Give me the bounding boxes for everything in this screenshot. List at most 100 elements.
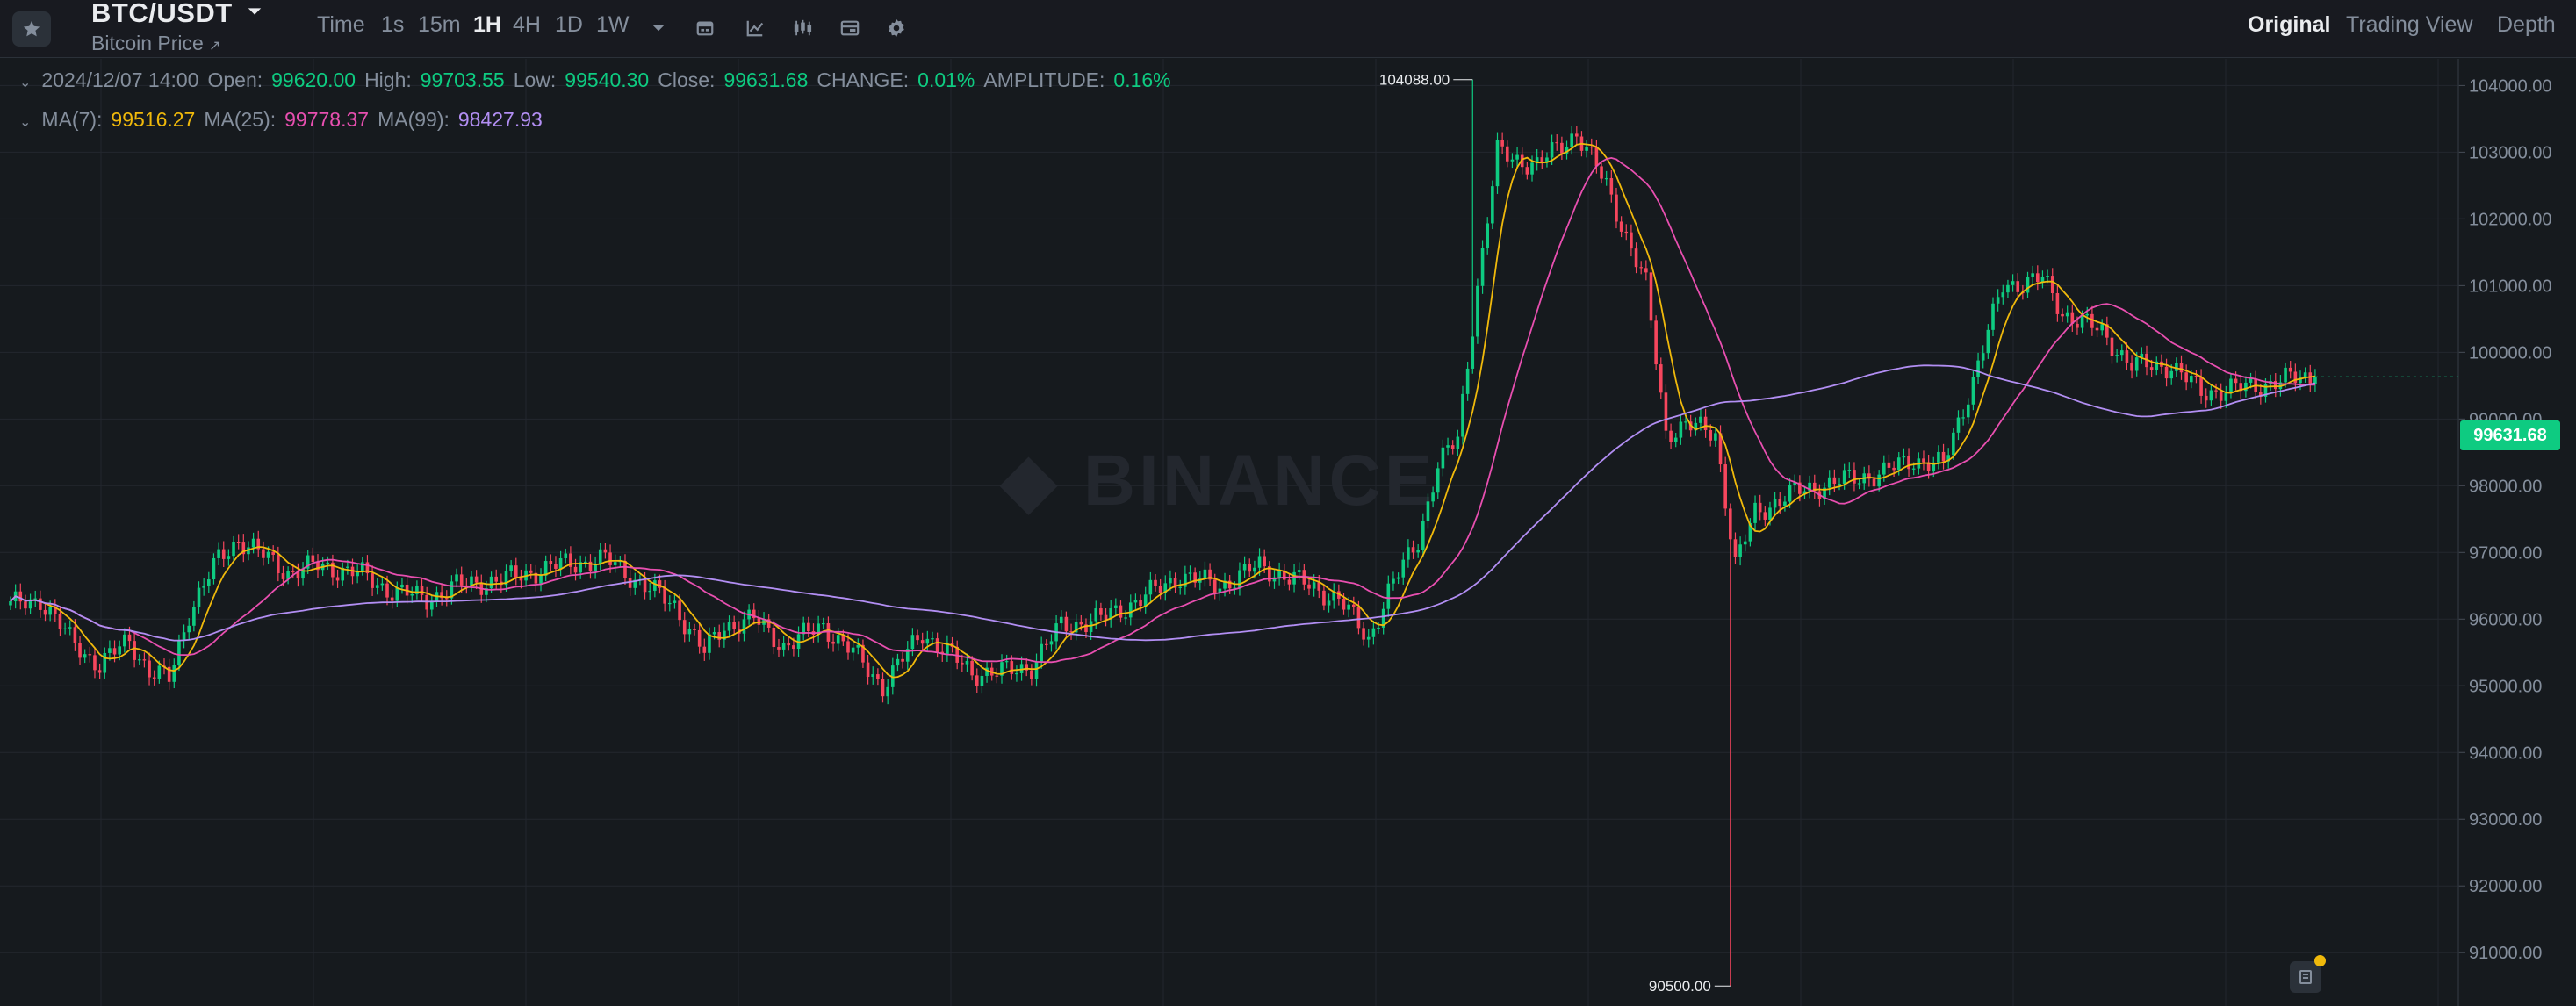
candle	[1476, 285, 1479, 337]
notification-dot	[2314, 955, 2326, 966]
candle	[573, 566, 578, 573]
candle	[876, 674, 880, 679]
candle	[1535, 157, 1539, 163]
timeframe-1w[interactable]: 1W	[596, 12, 630, 37]
layout-button[interactable]	[837, 15, 863, 41]
candle	[891, 665, 895, 687]
candle	[1411, 547, 1415, 553]
candle	[1040, 643, 1043, 662]
timeframe-time[interactable]: Time	[317, 12, 365, 37]
candle	[901, 658, 904, 662]
candle	[1624, 231, 1629, 234]
candlestick-chart[interactable]: 104000.00 103000.00 102000.00 101000.00 1000…	[0, 59, 2576, 1006]
view-depth-tab[interactable]: Depth	[2497, 12, 2556, 37]
candle	[658, 580, 662, 588]
subtitle-text: Bitcoin Price	[91, 32, 204, 54]
candle	[1699, 416, 1702, 423]
timeframe-1s[interactable]: 1s	[381, 12, 405, 37]
candle	[2140, 353, 2144, 358]
candle	[127, 634, 132, 642]
candle	[2229, 378, 2233, 393]
candle	[83, 654, 87, 658]
symbol-title[interactable]: BTC/USDT	[91, 0, 233, 28]
candle	[1248, 564, 1252, 572]
candle	[1991, 303, 1995, 330]
candle	[539, 575, 543, 584]
settings-button[interactable]	[883, 15, 910, 41]
view-original-tab[interactable]: Original	[2248, 12, 2331, 37]
candle	[1585, 146, 1588, 151]
candle	[1242, 564, 1247, 571]
candle	[1421, 521, 1425, 550]
timeframe-1h[interactable]: 1H	[473, 12, 501, 37]
candle	[2061, 313, 2064, 317]
candle	[1615, 194, 1618, 222]
candle	[2234, 378, 2238, 384]
candle	[1981, 353, 1985, 361]
candle	[519, 577, 523, 581]
candle	[1649, 272, 1653, 321]
candle	[365, 562, 370, 574]
candle	[1019, 664, 1024, 673]
candle	[459, 574, 464, 586]
view-tradingview-tab[interactable]: Trading View	[2346, 12, 2473, 37]
candle	[1847, 470, 1852, 471]
candle	[2036, 273, 2040, 283]
ma-line	[10, 142, 2316, 679]
indicators-button[interactable]	[742, 15, 768, 41]
candle	[1679, 421, 1683, 438]
symbol-subtitle-link[interactable]: Bitcoin Price ↗	[91, 32, 220, 55]
candle	[1268, 566, 1271, 582]
ma-legend: ⌄ MA(7): 99516.27 MA(25): 99778.37 MA(99): 984…	[19, 108, 551, 132]
order-book-button[interactable]	[2290, 961, 2321, 993]
candle	[1515, 154, 1519, 160]
candle	[1356, 607, 1361, 629]
candle	[1530, 162, 1534, 175]
symbol-dropdown-icon[interactable]	[247, 4, 263, 19]
candle	[1184, 573, 1187, 587]
timeframe-15m[interactable]: 15m	[418, 12, 461, 37]
date-range-button[interactable]	[692, 15, 718, 41]
candle	[28, 599, 32, 609]
candle	[385, 583, 389, 598]
candle	[1099, 608, 1103, 615]
y-tick-label: 102000.00	[2469, 210, 2552, 229]
candle	[772, 627, 776, 648]
candle	[232, 542, 235, 557]
candle	[1163, 583, 1168, 593]
candle	[400, 584, 404, 588]
candle	[708, 634, 711, 653]
candle	[826, 622, 831, 642]
candle	[2090, 313, 2094, 328]
candle	[1773, 499, 1777, 508]
candle	[549, 561, 553, 564]
high-label: High:	[364, 68, 412, 91]
collapse-legend-icon[interactable]: ⌄	[19, 75, 32, 90]
candle	[133, 641, 136, 660]
timeframe-1d[interactable]: 1D	[555, 12, 583, 37]
candle	[1694, 422, 1698, 431]
candle	[1347, 604, 1350, 610]
candle	[851, 647, 855, 653]
candle	[311, 555, 315, 563]
chart-type-button[interactable]	[789, 15, 816, 41]
candle	[509, 565, 513, 571]
more-timeframes-button[interactable]	[645, 15, 672, 41]
collapse-ma-icon[interactable]: ⌄	[19, 115, 32, 130]
timeframe-4h[interactable]: 4H	[513, 12, 541, 37]
candle	[1212, 579, 1217, 593]
candle	[1139, 600, 1142, 607]
candle	[881, 679, 885, 697]
candle	[1471, 336, 1475, 369]
y-tick-label: 91000.00	[2469, 944, 2542, 963]
candle	[965, 660, 969, 665]
candle	[1045, 643, 1048, 645]
candle	[346, 566, 349, 568]
candle	[1074, 621, 1078, 633]
favorite-button[interactable]	[12, 11, 51, 47]
close-value: 99631.68	[723, 68, 809, 91]
chart-canvas[interactable]: 104000.00 103000.00 102000.00 101000.00 1000…	[0, 59, 2576, 1006]
candle	[1238, 570, 1241, 588]
candle	[1748, 522, 1752, 542]
candle	[1064, 616, 1069, 632]
